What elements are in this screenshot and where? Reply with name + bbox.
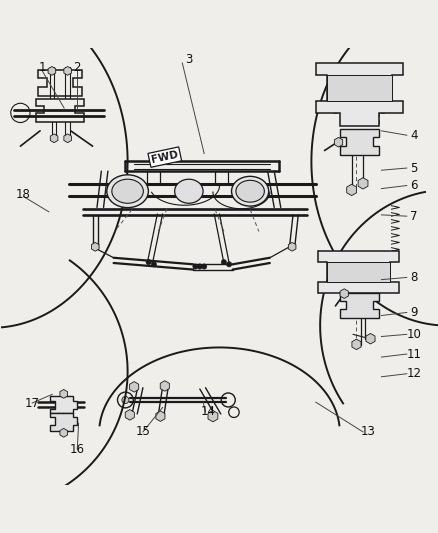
Polygon shape [50, 413, 77, 431]
Circle shape [201, 264, 206, 269]
Circle shape [221, 260, 226, 265]
Polygon shape [129, 382, 138, 392]
Text: 9: 9 [410, 306, 417, 319]
Text: 15: 15 [135, 425, 150, 439]
Polygon shape [48, 67, 56, 75]
Text: 2: 2 [73, 61, 81, 74]
Polygon shape [91, 243, 99, 251]
Text: 12: 12 [406, 367, 421, 380]
Bar [326, 75, 392, 101]
Text: 13: 13 [360, 425, 375, 439]
Polygon shape [317, 251, 398, 293]
Polygon shape [334, 138, 342, 147]
Polygon shape [339, 289, 348, 298]
Ellipse shape [235, 180, 264, 202]
Polygon shape [155, 411, 165, 422]
Ellipse shape [174, 179, 203, 203]
Text: 1: 1 [39, 61, 46, 74]
Text: 17: 17 [25, 397, 39, 409]
Polygon shape [346, 184, 356, 196]
Text: 14: 14 [201, 405, 215, 418]
Text: 10: 10 [406, 328, 421, 341]
Circle shape [197, 264, 202, 269]
Polygon shape [315, 63, 403, 126]
Text: 4: 4 [410, 128, 417, 142]
Polygon shape [125, 409, 134, 420]
Polygon shape [160, 381, 169, 391]
Polygon shape [50, 395, 77, 413]
Polygon shape [365, 334, 374, 344]
Ellipse shape [231, 176, 268, 206]
Circle shape [122, 397, 129, 403]
Polygon shape [339, 293, 378, 318]
Polygon shape [357, 177, 367, 189]
Text: 16: 16 [70, 443, 85, 456]
Text: 18: 18 [16, 188, 31, 201]
Polygon shape [60, 429, 67, 437]
Polygon shape [288, 243, 295, 251]
Circle shape [146, 260, 151, 265]
Circle shape [192, 264, 198, 269]
Polygon shape [50, 134, 58, 143]
Text: 6: 6 [410, 179, 417, 192]
Ellipse shape [112, 179, 143, 203]
Ellipse shape [106, 175, 148, 208]
Polygon shape [64, 134, 71, 143]
Text: 5: 5 [410, 161, 417, 174]
Text: FWD: FWD [150, 149, 179, 165]
Text: 3: 3 [185, 53, 192, 67]
Text: 8: 8 [410, 271, 417, 284]
Polygon shape [351, 339, 360, 350]
Polygon shape [64, 67, 71, 75]
Polygon shape [339, 128, 378, 155]
Polygon shape [208, 410, 217, 422]
Polygon shape [60, 390, 67, 398]
Circle shape [226, 262, 231, 267]
Text: 11: 11 [406, 348, 421, 360]
Text: 7: 7 [410, 209, 417, 223]
Circle shape [151, 262, 156, 267]
Bar [326, 262, 389, 282]
